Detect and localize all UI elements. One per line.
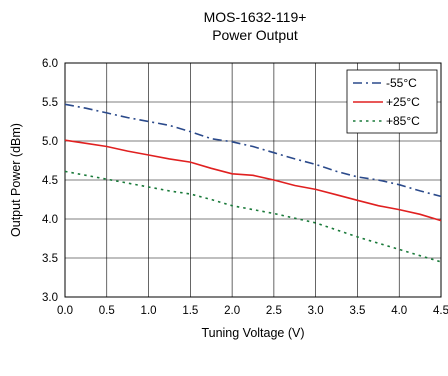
y-tick-label: 4.0 <box>42 214 58 226</box>
legend-label: -55°C <box>386 76 417 90</box>
y-tick-label: 3.0 <box>42 292 58 304</box>
x-tick-label: 4.5 <box>433 305 448 317</box>
x-axis-ticks: 0.0 0.5 1.0 1.5 2.0 2.5 3.0 3.5 4.0 4.5 <box>57 305 448 317</box>
x-tick-label: 0.0 <box>57 305 73 317</box>
x-tick-label: 1.0 <box>141 305 157 317</box>
legend-label: +25°C <box>386 95 420 109</box>
y-tick-label: 3.5 <box>42 253 58 265</box>
chart-subtitle: Power Output <box>212 27 298 43</box>
series-line <box>64 103 442 198</box>
series-line <box>64 139 442 222</box>
x-axis-label: Tuning Voltage (V) <box>201 326 304 340</box>
legend-label: +85°C <box>386 114 420 128</box>
y-tick-label: 5.0 <box>42 136 58 148</box>
y-axis-ticks: 3.0 3.5 4.0 4.5 5.0 5.5 6.0 <box>42 58 58 304</box>
y-tick-label: 5.5 <box>42 97 58 109</box>
chart-title: MOS-1632-119+ <box>204 9 307 25</box>
plot-frame <box>64 62 442 298</box>
series-line <box>64 170 442 263</box>
x-tick-label: 2.5 <box>266 305 282 317</box>
x-tick-label: 1.5 <box>182 305 198 317</box>
legend: -55°C +25°C +85°C <box>346 69 438 134</box>
y-axis-label: Output Power (dBm) <box>9 123 23 237</box>
y-tick-label: 6.0 <box>42 58 58 70</box>
x-tick-label: 3.0 <box>308 305 324 317</box>
x-tick-label: 4.0 <box>391 305 407 317</box>
x-tick-label: 2.0 <box>224 305 240 317</box>
x-tick-label: 3.5 <box>349 305 365 317</box>
x-tick-label: 0.5 <box>99 305 115 317</box>
series-layer <box>64 103 442 263</box>
y-tick-label: 4.5 <box>42 175 58 187</box>
